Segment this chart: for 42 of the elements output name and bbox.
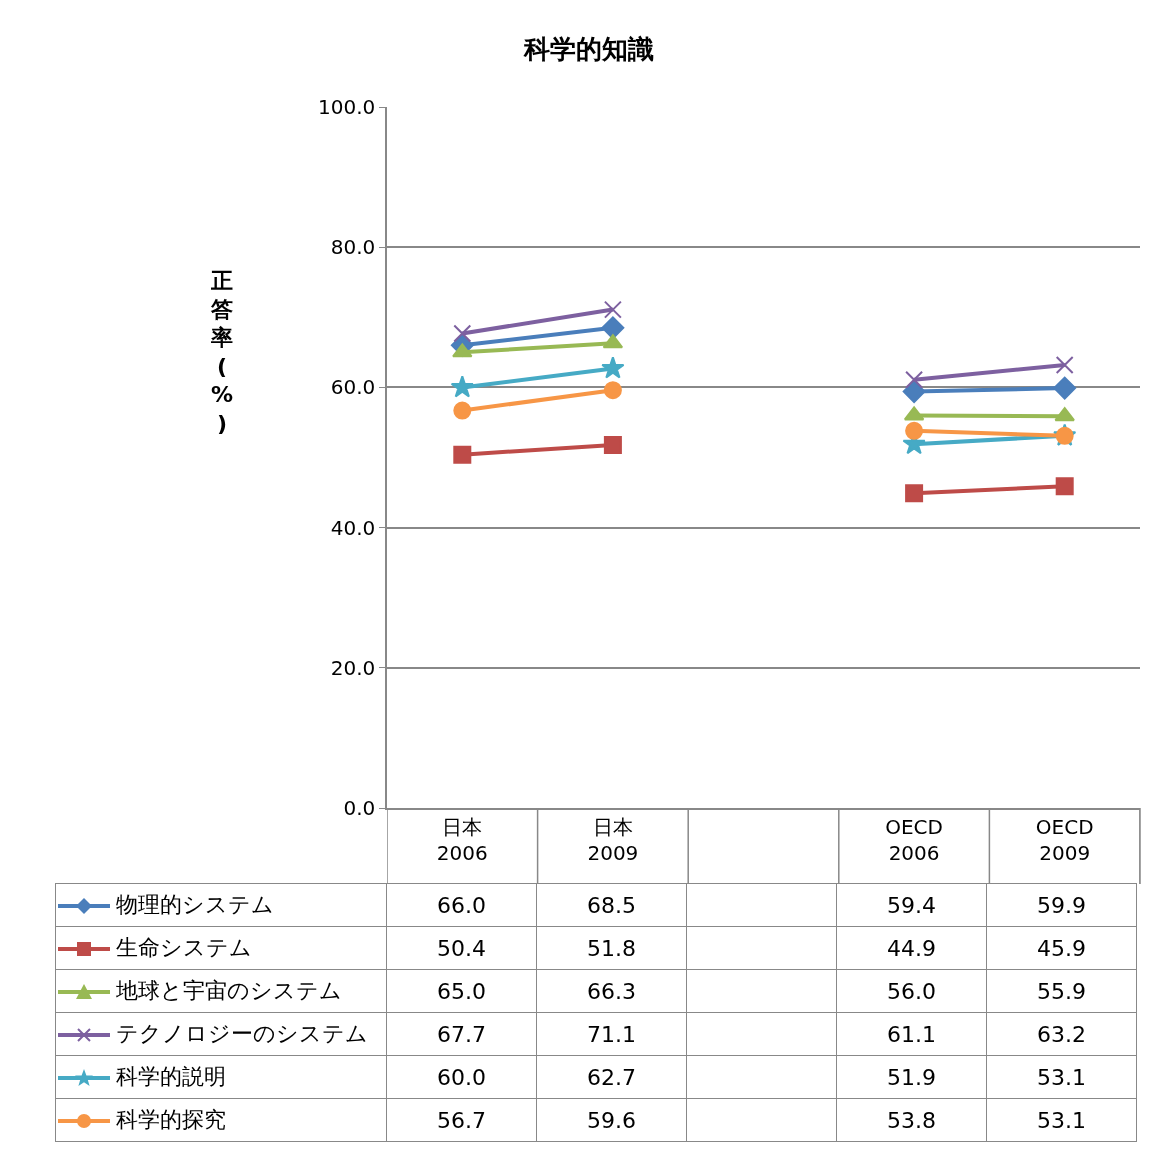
data-label: 67.7	[386, 1012, 537, 1056]
data-label: 59.4	[836, 883, 987, 927]
legend-label: 地球と宇宙のシステム	[116, 978, 342, 1003]
data-label: 53.1	[986, 1098, 1137, 1142]
data-label: 51.8	[536, 926, 687, 970]
data-label: 50.4	[386, 926, 537, 970]
y-tick-label: 60.0	[330, 375, 376, 400]
data-label: 56.0	[836, 969, 987, 1013]
data-label: 68.5	[536, 883, 687, 927]
data-label: 55.9	[986, 969, 1137, 1013]
data-label: 63.2	[986, 1012, 1137, 1056]
y-tick-label: 0.0	[343, 796, 376, 820]
y-tick-label: 100.0	[317, 95, 376, 119]
legend-label: テクノロジーのシステム	[116, 1021, 368, 1046]
legend-label: 科学的説明	[116, 1064, 226, 1089]
chart-title: 科学的知識	[522, 34, 654, 65]
legend-label: 物理的システム	[116, 892, 274, 917]
data-label: 53.1	[986, 1055, 1137, 1099]
x-tick-label: OECD 2009	[1035, 814, 1094, 865]
data-label: 65.0	[386, 969, 537, 1013]
legend-label: 生命システム	[116, 935, 252, 960]
data-label: 51.9	[836, 1055, 987, 1099]
legend-label: 科学的探究	[116, 1107, 226, 1132]
data-label: 62.7	[536, 1055, 687, 1099]
data-label: 45.9	[986, 926, 1137, 970]
data-label: 59.6	[536, 1098, 687, 1142]
y-tick-label: 20.0	[330, 655, 376, 680]
data-label: 53.8	[836, 1098, 987, 1142]
y-tick-label: 80.0	[330, 235, 376, 260]
y-axis-title: 正答率(%)	[210, 268, 234, 436]
data-label: 66.3	[536, 969, 687, 1013]
x-tick-label: OECD 2006	[885, 814, 943, 865]
data-label: 71.1	[536, 1012, 687, 1056]
data-label: 66.0	[386, 883, 537, 927]
data-label: 61.1	[836, 1012, 987, 1056]
y-tick-label: 40.0	[330, 515, 376, 540]
x-tick-label: 日本 2009	[587, 814, 639, 865]
x-tick-label: 日本 2006	[436, 814, 488, 865]
data-label: 56.7	[386, 1098, 537, 1142]
data-label: 60.0	[386, 1055, 537, 1099]
data-label: 44.9	[836, 926, 987, 970]
data-label: 59.9	[986, 883, 1137, 927]
